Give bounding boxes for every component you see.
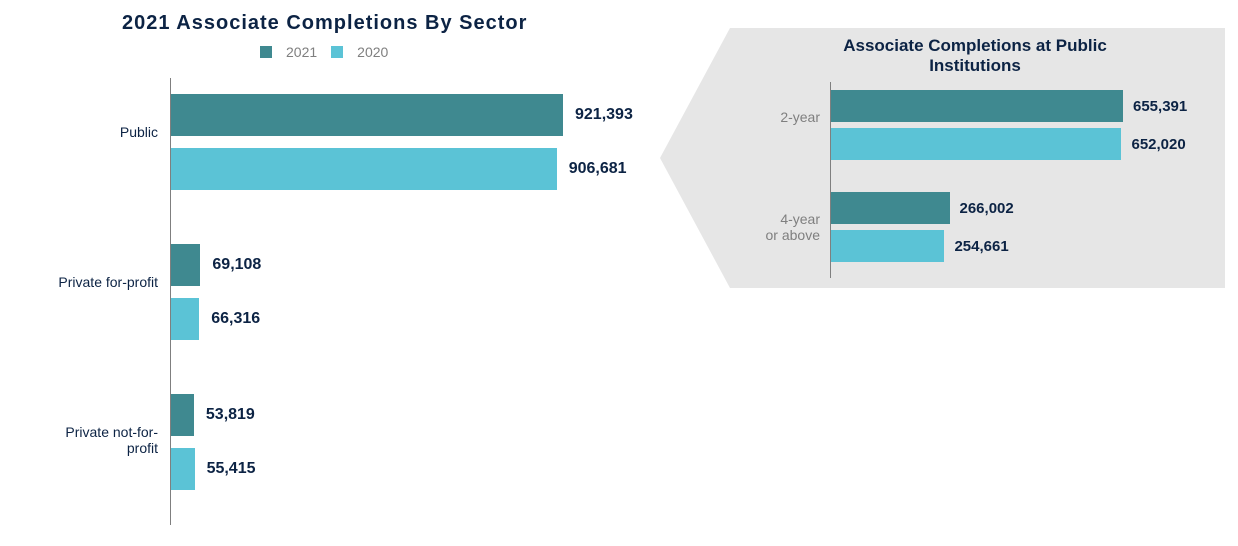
callout-title: Associate Completions at PublicInstituti…: [760, 36, 1190, 77]
callout-category-label: 4-yearor above: [740, 211, 820, 243]
bar-value: 655,391: [1133, 98, 1187, 115]
bar-2021: [171, 394, 194, 436]
legend-label: 2020: [357, 44, 388, 60]
bar-value: 652,020: [1131, 136, 1185, 153]
bar-value: 266,002: [960, 200, 1014, 217]
bar-value: 66,316: [211, 310, 260, 328]
bar-2020: [171, 448, 195, 490]
category-label: Public: [38, 124, 158, 140]
bar-value: 254,661: [954, 238, 1008, 255]
bar-2021: [171, 94, 563, 136]
main-chart-title: 2021 Associate Completions By Sector: [122, 12, 527, 35]
bar-2021: [831, 90, 1123, 122]
bar-value: 906,681: [569, 160, 627, 178]
bar-value: 53,819: [206, 406, 255, 424]
bar-2020: [171, 298, 199, 340]
bar-value: 55,415: [207, 460, 256, 478]
bar-2020: [171, 148, 557, 190]
callout-category-label: 2-year: [740, 109, 820, 125]
bar-2020: [831, 128, 1121, 160]
legend-swatch: [331, 46, 343, 58]
bar-2021: [171, 244, 200, 286]
chart-canvas: 2021 Associate Completions By Sector 2021…: [0, 0, 1238, 546]
legend: 2021 2020: [260, 44, 388, 60]
bar-2020: [831, 230, 944, 262]
legend-label: 2021: [286, 44, 317, 60]
bar-2021: [831, 192, 950, 224]
bar-value: 921,393: [575, 106, 633, 124]
category-label: Private not-for-profit: [38, 424, 158, 456]
bar-value: 69,108: [212, 256, 261, 274]
legend-swatch: [260, 46, 272, 58]
category-label: Private for-profit: [38, 274, 158, 290]
